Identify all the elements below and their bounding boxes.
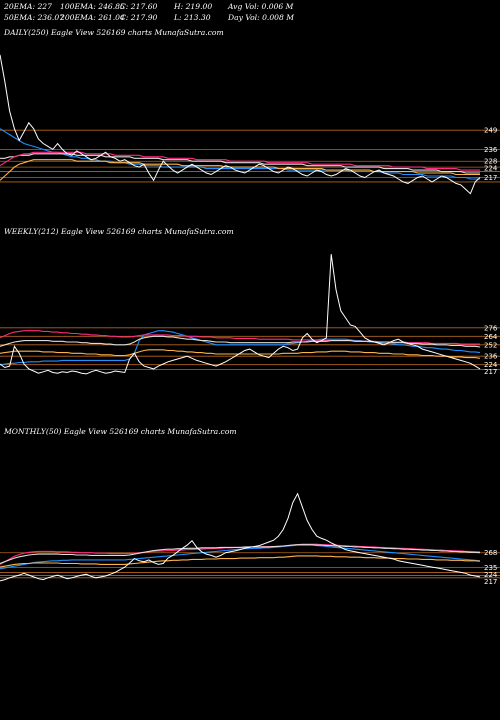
monthly-tick-label-3: 217 <box>484 578 497 586</box>
weekly-chart-label: WEEKLY(212) Eagle View 526169 charts Mun… <box>4 227 234 236</box>
daily-tick-label-2: 228 <box>484 158 497 166</box>
daily-series-line-0 <box>0 54 481 195</box>
weekly-series-line-0 <box>0 254 481 375</box>
weekly-tick-label-4: 224 <box>484 361 498 369</box>
high-text: H: 219.00 <box>174 2 213 11</box>
daily-tick-label-1: 236 <box>484 146 498 154</box>
day-vol-text: Day Vol: 0.008 M <box>228 13 295 22</box>
daily-series-line-4 <box>0 159 480 181</box>
weekly-series-line-3 <box>0 335 481 348</box>
close-text: C: 217.60 <box>120 2 158 11</box>
daily-tick-label-3: 224 <box>484 165 498 173</box>
close2-text: C: 217.90 <box>120 13 158 22</box>
weekly-tick-label-1: 264 <box>484 333 498 341</box>
daily-tick-label-4: 217 <box>484 174 497 182</box>
weekly-series-line-4 <box>0 349 481 359</box>
monthly-chart-label: MONTHLY(50) Eagle View 526169 charts Mun… <box>4 427 237 436</box>
avg-vol-text: Avg Vol: 0.006 M <box>228 2 294 11</box>
weekly-tick-label-0: 276 <box>484 324 498 332</box>
monthly-series-line-0 <box>0 492 481 582</box>
monthly-tick-label-0: 268 <box>484 549 497 557</box>
ema50-text: 50EMA: 236.07 <box>4 13 65 22</box>
weekly-tick-label-5: 217 <box>484 368 497 376</box>
weekly-tick-label-3: 236 <box>484 353 498 361</box>
weekly-series-line-1 <box>0 330 481 366</box>
daily-chart-label: DAILY(250) Eagle View 526169 charts Muna… <box>4 28 224 37</box>
monthly-tick-label-1: 235 <box>484 564 497 572</box>
daily-series-line-2 <box>0 153 480 174</box>
ema20-text: 20EMA: 227 <box>4 2 52 11</box>
low-text: L: 213.30 <box>174 13 211 22</box>
ema100-text: 100EMA: 246.85 <box>60 2 125 11</box>
monthly-series-line-3 <box>0 544 481 565</box>
monthly-series-line-4 <box>0 555 481 568</box>
daily-tick-label-0: 249 <box>484 127 497 135</box>
monthly-tick-label-2: 224 <box>484 571 498 579</box>
weekly-series-line-2 <box>0 330 480 345</box>
ema200-text: 200EMA: 261.04 <box>60 13 125 22</box>
weekly-tick-label-2: 252 <box>484 341 497 349</box>
daily-series-line-1 <box>0 128 480 180</box>
